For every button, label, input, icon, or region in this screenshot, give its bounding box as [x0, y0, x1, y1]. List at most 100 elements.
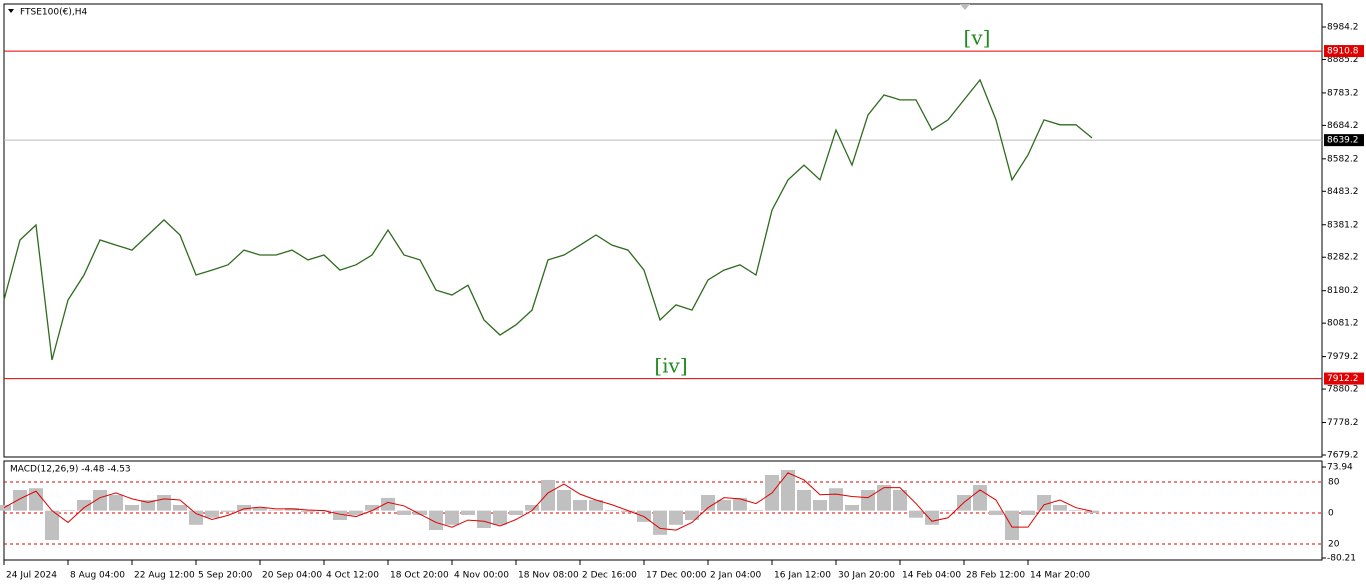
x-tick-label: 2 Jan 04:00: [710, 571, 762, 581]
macd-bar: [269, 510, 283, 511]
macd-bar: [173, 504, 187, 511]
macd-bar: [973, 485, 987, 511]
macd-bar: [221, 510, 235, 512]
macd-bar: [621, 510, 635, 512]
macd-bar: [237, 504, 251, 511]
y-tick-label: 8684.2: [1327, 121, 1359, 131]
macd-bar: [1069, 510, 1083, 511]
macd-bar: [413, 510, 427, 516]
x-tick-label: 17 Dec 00:00: [646, 571, 707, 581]
macd-bar: [653, 510, 667, 535]
y-tick-label: 8381.2: [1327, 220, 1359, 230]
macd-bar: [29, 488, 43, 511]
macd-bar: [125, 504, 139, 511]
macd-bar: [781, 469, 795, 511]
macd-bar: [477, 510, 491, 529]
macd-bar: [429, 510, 443, 531]
wave-label: [v]: [964, 26, 991, 50]
y-tick-label: 8081.2: [1327, 319, 1359, 329]
x-tick-label: 16 Jan 12:00: [774, 571, 831, 581]
x-tick-label: 22 Aug 12:00: [134, 571, 195, 581]
x-tick-label: 4 Nov 00:00: [454, 571, 509, 581]
macd-bar: [685, 510, 699, 520]
macd-bar: [989, 510, 1003, 516]
level-label: 8910.8: [1327, 47, 1359, 57]
x-tick-label: 28 Feb 12:00: [966, 571, 1025, 581]
macd-bar: [509, 510, 523, 516]
macd-pane: [3, 460, 1323, 561]
macd-bar: [797, 489, 811, 511]
level-label: 80: [1328, 478, 1340, 488]
x-tick-label: 18 Nov 08:00: [518, 571, 579, 581]
x-tick-label: 5 Sep 20:00: [198, 571, 253, 581]
macd-bar: [845, 504, 859, 511]
y-tick-label: 7679.2: [1327, 450, 1359, 460]
menu-arrow: [8, 9, 14, 13]
y-tick-label: 8885.2: [1327, 55, 1359, 65]
macd-bar: [589, 500, 603, 511]
x-tick-label: 24 Jul 2024: [6, 571, 57, 581]
macd-bar: [557, 489, 571, 511]
macd-bar: [717, 500, 731, 511]
macd-bar: [541, 479, 555, 511]
macd-bar: [157, 495, 171, 511]
macd-bar: [61, 510, 75, 511]
y-tick-label: 8984.2: [1327, 22, 1359, 32]
x-tick-label: 2 Dec 16:00: [582, 571, 637, 581]
macd-bar: [877, 485, 891, 511]
y-tick-label: 8783.2: [1327, 88, 1359, 98]
macd-bar: [669, 510, 683, 525]
macd-bar: [1085, 510, 1099, 514]
macd-bar: [205, 510, 219, 518]
macd-bar: [749, 510, 763, 511]
macd-bar: [349, 510, 363, 516]
y-tick-label: 7778.2: [1327, 418, 1359, 428]
macd-bar: [13, 489, 27, 511]
macd-bar: [381, 497, 395, 511]
macd-bar: [45, 510, 59, 540]
macd-bar: [445, 510, 459, 525]
macd-bar: [109, 495, 123, 511]
macd-bar: [893, 489, 907, 511]
macd-bar: [461, 510, 475, 516]
y-tick-label: 8483.2: [1327, 187, 1359, 197]
level-box: [1324, 372, 1364, 385]
x-tick-label: 4 Oct 12:00: [326, 571, 379, 581]
wave-label: [iv]: [654, 354, 687, 378]
macd-bar: [861, 489, 875, 511]
macd-bar: [813, 500, 827, 511]
x-tick-label: 30 Jan 20:00: [838, 571, 895, 581]
y-tick-label: 8282.2: [1327, 253, 1359, 263]
macd-bar: [301, 510, 315, 512]
macd-bar: [365, 504, 379, 511]
macd-bar: [605, 510, 619, 511]
y-tick-label: 73.94: [1327, 462, 1353, 472]
macd-bar: [93, 489, 107, 511]
macd-bar: [701, 495, 715, 511]
macd-bar: [925, 510, 939, 525]
y-tick-label: 8582.2: [1327, 154, 1359, 164]
signal-line: [3, 472, 1093, 531]
macd-bar: [525, 504, 539, 511]
level-box: [1324, 134, 1364, 147]
macd-bar: [573, 500, 587, 511]
macd-bar: [829, 488, 843, 511]
y-tick-label: 7979.2: [1327, 352, 1359, 362]
macd-bar: [909, 510, 923, 518]
price-line: [3, 78, 1093, 361]
level-label: 20: [1328, 540, 1340, 550]
x-tick-label: 14 Feb 04:00: [902, 571, 961, 581]
price-pane: [3, 3, 1323, 458]
level-label: 8639.2: [1327, 136, 1359, 146]
macd-bar: [1021, 510, 1035, 516]
macd-bar: [141, 500, 155, 511]
level-label: 0: [1328, 509, 1334, 519]
x-tick-label: 14 Mar 20:00: [1030, 571, 1090, 581]
y-tick-label: -80.21: [1327, 553, 1356, 563]
macd-title: MACD(12,26,9) -4.48 -4.53: [10, 465, 131, 475]
macd-bar: [733, 497, 747, 511]
y-tick-label: 7880.2: [1327, 385, 1359, 395]
macd-bar: [77, 500, 91, 511]
macd-bar: [1053, 504, 1067, 511]
